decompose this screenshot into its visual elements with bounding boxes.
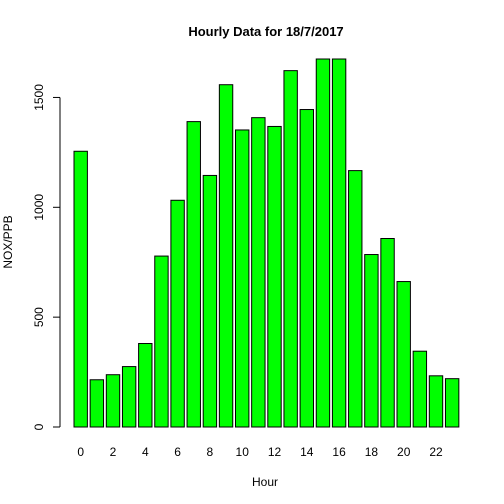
bar-hour-23 <box>444 378 460 428</box>
bar-hour-17 <box>348 170 363 428</box>
bar-hour-9 <box>218 84 234 428</box>
x-tick-label: 8 <box>207 445 214 459</box>
x-tick-label: 12 <box>268 445 282 459</box>
bar-hour-2 <box>105 374 121 428</box>
bar-hour-18 <box>364 254 379 428</box>
x-tick-label: 4 <box>142 445 149 459</box>
x-tick-label: 14 <box>300 445 314 459</box>
x-tick-label: 22 <box>429 445 443 459</box>
bar-hour-7 <box>186 121 201 428</box>
y-tick-label: 1500 <box>32 84 46 111</box>
x-axis-label: Hour <box>252 475 278 489</box>
bar-hour-4 <box>138 343 153 428</box>
bar-hour-19 <box>380 238 395 428</box>
x-tick-label: 10 <box>236 445 250 459</box>
bar-hour-6 <box>170 199 185 428</box>
y-axis: 0 500 1000 1500 <box>32 84 61 430</box>
x-axis-ticks: 0 2 4 6 8 10 12 14 16 18 20 22 <box>77 445 443 459</box>
bar-hour-15 <box>315 58 331 428</box>
y-tick-label: 1000 <box>32 194 46 221</box>
bar-hour-11 <box>251 117 266 428</box>
bar-hour-20 <box>396 281 411 428</box>
y-tick-label: 500 <box>32 307 46 327</box>
bar-hour-13 <box>283 70 298 428</box>
bar-hour-10 <box>235 129 250 428</box>
y-axis-label: NOX/PPB <box>1 215 15 268</box>
bar-hour-22 <box>428 375 444 428</box>
bar-hour-8 <box>202 174 218 428</box>
bar-hour-12 <box>267 125 282 428</box>
bar-hour-3 <box>121 366 137 428</box>
x-tick-label: 0 <box>77 445 84 459</box>
x-tick-label: 18 <box>365 445 379 459</box>
bar-hour-5 <box>154 255 169 428</box>
bar-hour-1 <box>89 379 105 428</box>
x-tick-label: 20 <box>397 445 411 459</box>
bar-hour-21 <box>412 350 428 428</box>
bar-hour-16 <box>331 58 347 428</box>
bars-group <box>73 58 460 428</box>
x-tick-label: 2 <box>110 445 117 459</box>
chart-title: Hourly Data for 18/7/2017 <box>188 24 343 39</box>
y-tick-label: 0 <box>32 423 46 430</box>
x-tick-label: 6 <box>174 445 181 459</box>
x-tick-label: 16 <box>332 445 346 459</box>
bar-hour-14 <box>299 109 315 428</box>
bar-hour-0 <box>73 150 88 428</box>
